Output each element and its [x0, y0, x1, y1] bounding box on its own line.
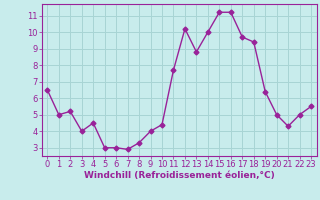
X-axis label: Windchill (Refroidissement éolien,°C): Windchill (Refroidissement éolien,°C) — [84, 171, 275, 180]
